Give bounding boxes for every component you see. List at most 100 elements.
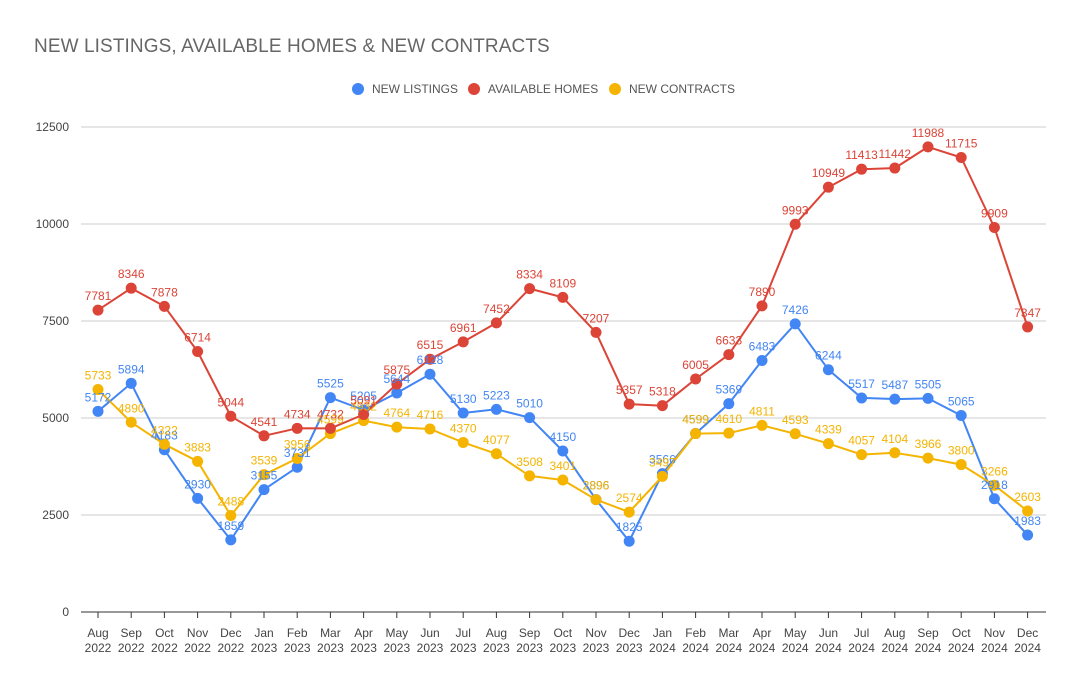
data-point-available-homes [92, 304, 104, 316]
x-tick-label: 2023 [383, 641, 410, 655]
data-point-available-homes [125, 282, 137, 294]
data-label-new-contracts: 4339 [815, 423, 842, 437]
data-label-available-homes: 4734 [284, 407, 311, 421]
data-point-available-homes [922, 141, 934, 153]
data-point-new-listings [1022, 529, 1034, 541]
data-point-new-contracts [258, 469, 270, 481]
data-label-available-homes: 11413 [845, 148, 878, 162]
data-label-new-listings: 1859 [217, 519, 244, 533]
data-label-new-listings: 6483 [749, 339, 776, 353]
data-label-new-listings: 5065 [948, 394, 975, 408]
data-label-available-homes: 5044 [217, 395, 244, 409]
data-point-new-listings [889, 393, 901, 405]
data-point-available-homes [988, 222, 1000, 234]
x-tick-label: Aug [486, 626, 507, 640]
x-tick-label: 2023 [583, 641, 610, 655]
x-tick-label: 2024 [715, 641, 742, 655]
data-point-available-homes [457, 336, 469, 348]
data-point-new-contracts [623, 506, 635, 518]
data-label-new-contracts: 4322 [151, 423, 178, 437]
data-point-available-homes [623, 398, 635, 410]
x-tick-label: Oct [155, 626, 174, 640]
x-tick-label: Jul [456, 626, 471, 640]
x-tick-label: Oct [553, 626, 572, 640]
data-label-new-contracts: 4370 [450, 421, 477, 435]
x-tick-label: Nov [187, 626, 208, 640]
data-label-new-contracts: 4057 [848, 434, 875, 448]
data-label-available-homes: 11442 [879, 147, 912, 161]
x-tick-label: 2023 [516, 641, 543, 655]
data-label-new-contracts: 3800 [948, 444, 975, 458]
data-label-available-homes: 7347 [1014, 306, 1041, 320]
data-point-available-homes [524, 283, 536, 295]
data-label-new-contracts: 4104 [881, 432, 908, 446]
data-label-new-listings: 6244 [815, 349, 842, 363]
data-point-available-homes [789, 218, 801, 230]
data-point-available-homes [225, 410, 237, 422]
x-tick-label: 2024 [749, 641, 776, 655]
y-tick-label: 2500 [42, 508, 69, 522]
x-tick-label: 2024 [649, 641, 676, 655]
x-tick-label: 2024 [1014, 641, 1041, 655]
x-tick-label: 2023 [450, 641, 477, 655]
data-point-new-contracts [889, 447, 901, 459]
data-label-new-contracts: 2574 [616, 491, 643, 505]
data-point-available-homes [358, 408, 370, 420]
data-point-available-homes [656, 400, 668, 412]
x-tick-label: 2023 [284, 641, 311, 655]
data-point-available-homes [258, 430, 270, 442]
data-point-available-homes [391, 378, 403, 390]
x-tick-label: Jul [854, 626, 869, 640]
legend-swatch-available-homes [468, 83, 480, 95]
data-point-new-listings [856, 392, 868, 404]
data-label-available-homes: 5091 [350, 393, 377, 407]
data-label-available-homes: 7878 [151, 285, 178, 299]
data-point-new-listings [424, 368, 436, 380]
x-tick-label: 2022 [118, 641, 145, 655]
x-tick-label: Nov [984, 626, 1005, 640]
x-tick-label: 2024 [948, 641, 975, 655]
data-label-new-contracts: 5733 [85, 369, 112, 383]
x-tick-label: Jun [420, 626, 439, 640]
data-label-new-contracts: 3883 [184, 440, 211, 454]
y-tick-label: 5000 [42, 411, 69, 425]
x-tick-label: Mar [718, 626, 739, 640]
data-label-new-listings: 4599 [682, 413, 709, 427]
data-label-new-listings: 5517 [848, 377, 875, 391]
data-label-new-listings: 3155 [251, 469, 278, 483]
data-label-new-contracts: 4593 [782, 413, 809, 427]
data-point-new-listings [723, 398, 735, 410]
x-tick-label: Aug [87, 626, 108, 640]
legend-item-new-contracts[interactable]: NEW CONTRACTS [609, 81, 735, 97]
x-tick-label: 2023 [317, 641, 344, 655]
data-point-available-homes [424, 353, 436, 365]
data-point-new-contracts [756, 419, 768, 431]
data-point-new-contracts [490, 448, 502, 460]
data-point-new-listings [756, 354, 768, 366]
data-label-new-listings: 5894 [118, 362, 145, 376]
data-label-new-contracts: 4764 [383, 406, 410, 420]
data-point-new-contracts [92, 384, 104, 396]
data-label-available-homes: 8346 [118, 267, 145, 281]
legend-item-new-listings[interactable]: NEW LISTINGS [352, 81, 458, 97]
data-label-available-homes: 6633 [715, 334, 742, 348]
x-tick-label: Sep [519, 626, 541, 640]
legend-label-new-listings: NEW LISTINGS [372, 82, 459, 96]
data-point-new-contracts [291, 453, 303, 465]
legend-swatch-new-contracts [609, 83, 621, 95]
data-point-new-listings [490, 403, 502, 415]
data-label-new-listings: 4183 [151, 429, 178, 443]
data-label-available-homes: 11715 [945, 136, 978, 150]
x-tick-label: May [385, 626, 408, 640]
data-point-available-homes [889, 162, 901, 174]
y-tick-label: 0 [62, 605, 69, 619]
legend-item-available-homes[interactable]: AVAILABLE HOMES [468, 81, 598, 97]
y-tick-label: 10000 [36, 217, 70, 231]
data-label-new-listings: 4150 [549, 430, 576, 444]
x-tick-label: 2024 [915, 641, 942, 655]
data-label-available-homes: 7890 [749, 285, 776, 299]
data-point-new-contracts [690, 428, 702, 440]
x-tick-label: Sep [121, 626, 143, 640]
data-point-new-listings [955, 409, 967, 421]
